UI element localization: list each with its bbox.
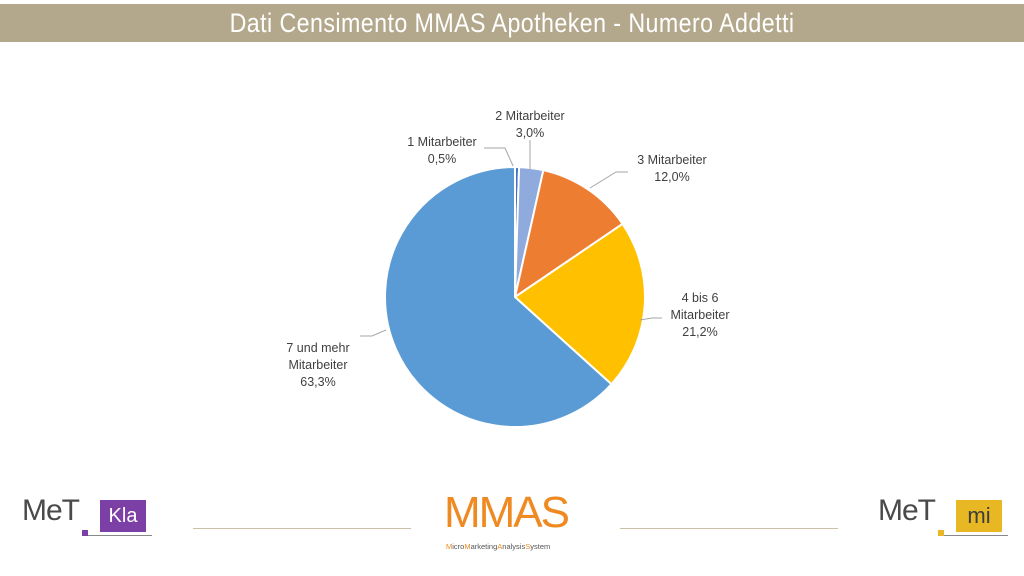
slice-label: 2 Mitarbeiter 3,0% bbox=[495, 109, 564, 140]
leader-line bbox=[484, 147, 515, 169]
logo-dot bbox=[938, 530, 944, 536]
slice-label-text: 7 und mehr bbox=[286, 341, 349, 355]
mmas-subtitle-initial: S bbox=[525, 542, 531, 551]
met-logo-text: MeT bbox=[878, 494, 936, 527]
slice-label: 1 Mitarbeiter 0,5% bbox=[407, 135, 476, 166]
slice-label-text: 1 Mitarbeiter bbox=[407, 135, 476, 149]
kla-badge: Kla bbox=[100, 500, 146, 532]
slice-value-label: 21,2% bbox=[682, 325, 717, 339]
slice-value-label: 0,5% bbox=[428, 152, 457, 166]
pie-chart: 1 Mitarbeiter 0,5% 2 Mitarbeiter 3,0% 3 Mita… bbox=[286, 109, 730, 428]
mi-badge: mi bbox=[956, 500, 1002, 532]
mmas-subtitle-word: ystem bbox=[530, 542, 551, 551]
slice-label-text: 4 bis 6 bbox=[682, 291, 719, 305]
mmas-logo: MMAS MicroMarketingAnalysisSystem bbox=[440, 488, 590, 558]
slice-label: 4 bis 6 Mitarbeiter 21,2% bbox=[670, 291, 729, 339]
slice-value-label: 63,3% bbox=[300, 375, 335, 389]
pie-slice bbox=[384, 165, 613, 428]
mmas-subtitle-initial: M bbox=[446, 542, 453, 551]
mmas-subtitle-word: arketing bbox=[470, 542, 498, 551]
slice-label-text: Mitarbeiter bbox=[288, 358, 347, 372]
met-logo-text: MeT bbox=[22, 494, 80, 527]
pie-slice bbox=[513, 222, 646, 386]
mmas-subtitle-word: icro bbox=[452, 542, 465, 551]
slice-label: 7 und mehr Mitarbeiter 63,3% bbox=[286, 341, 349, 389]
logo-underline bbox=[944, 535, 1008, 536]
pie-slice bbox=[513, 168, 624, 300]
mmas-logo-subtitle: MicroMarketingAnalysisSystem bbox=[446, 542, 550, 551]
slice-value-label: 12,0% bbox=[654, 170, 689, 184]
footer-divider-left bbox=[193, 528, 411, 529]
slice-label-text: Mitarbeiter bbox=[670, 308, 729, 322]
leader-line bbox=[589, 171, 628, 189]
mmas-subtitle-word: nalysis bbox=[502, 542, 526, 551]
mmas-subtitle-initial: A bbox=[497, 542, 503, 551]
footer-divider-right bbox=[620, 528, 838, 529]
logo-dot bbox=[82, 530, 88, 536]
mmas-subtitle-initial: M bbox=[464, 542, 471, 551]
leader-line bbox=[639, 317, 662, 321]
slice-value-label: 3,0% bbox=[516, 126, 545, 140]
slice-label-text: 3 Mitarbeiter bbox=[637, 153, 706, 167]
logo-underline bbox=[88, 535, 152, 536]
slice-label: 3 Mitarbeiter 12,0% bbox=[637, 153, 706, 184]
mmas-logo-text: MMAS bbox=[444, 488, 570, 537]
slice-label-text: 2 Mitarbeiter bbox=[495, 109, 564, 123]
leader-line bbox=[360, 329, 387, 337]
page-title: Dati Censimento MMAS Apotheken - Numero … bbox=[71, 4, 953, 42]
met-mi-logo: MeT mi bbox=[878, 492, 1008, 542]
met-kla-logo: MeT Kla bbox=[22, 492, 152, 542]
